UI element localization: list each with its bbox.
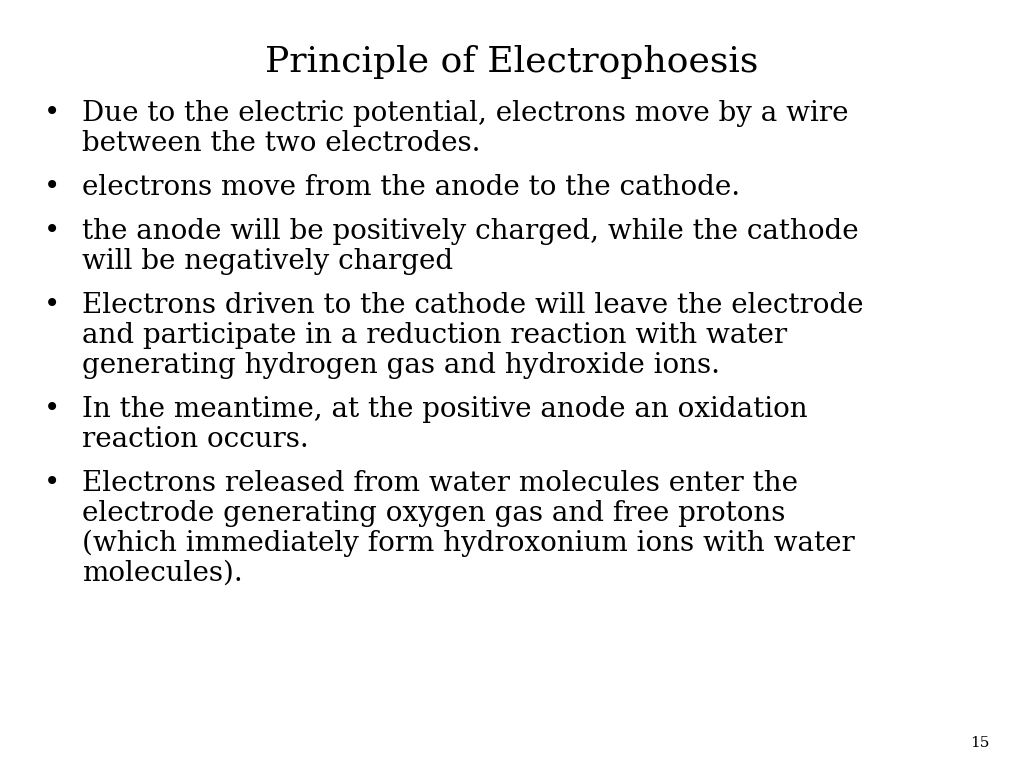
Text: molecules).: molecules). — [82, 560, 243, 587]
Text: (which immediately form hydroxonium ions with water: (which immediately form hydroxonium ions… — [82, 530, 855, 558]
Text: Electrons driven to the cathode will leave the electrode: Electrons driven to the cathode will lea… — [82, 292, 863, 319]
Text: •: • — [44, 218, 60, 245]
Text: will be negatively charged: will be negatively charged — [82, 248, 454, 275]
Text: 15: 15 — [971, 736, 990, 750]
Text: •: • — [44, 174, 60, 201]
Text: reaction occurs.: reaction occurs. — [82, 426, 309, 453]
Text: electrons move from the anode to the cathode.: electrons move from the anode to the cat… — [82, 174, 740, 201]
Text: •: • — [44, 100, 60, 127]
Text: Electrons released from water molecules enter the: Electrons released from water molecules … — [82, 470, 798, 497]
Text: •: • — [44, 292, 60, 319]
Text: Due to the electric potential, electrons move by a wire: Due to the electric potential, electrons… — [82, 100, 849, 127]
Text: the anode will be positively charged, while the cathode: the anode will be positively charged, wh… — [82, 218, 859, 245]
Text: •: • — [44, 396, 60, 423]
Text: Principle of Electrophoesis: Principle of Electrophoesis — [265, 45, 759, 79]
Text: •: • — [44, 470, 60, 497]
Text: and participate in a reduction reaction with water: and participate in a reduction reaction … — [82, 322, 787, 349]
Text: generating hydrogen gas and hydroxide ions.: generating hydrogen gas and hydroxide io… — [82, 352, 720, 379]
Text: In the meantime, at the positive anode an oxidation: In the meantime, at the positive anode a… — [82, 396, 808, 423]
Text: between the two electrodes.: between the two electrodes. — [82, 130, 480, 157]
Text: electrode generating oxygen gas and free protons: electrode generating oxygen gas and free… — [82, 500, 785, 527]
